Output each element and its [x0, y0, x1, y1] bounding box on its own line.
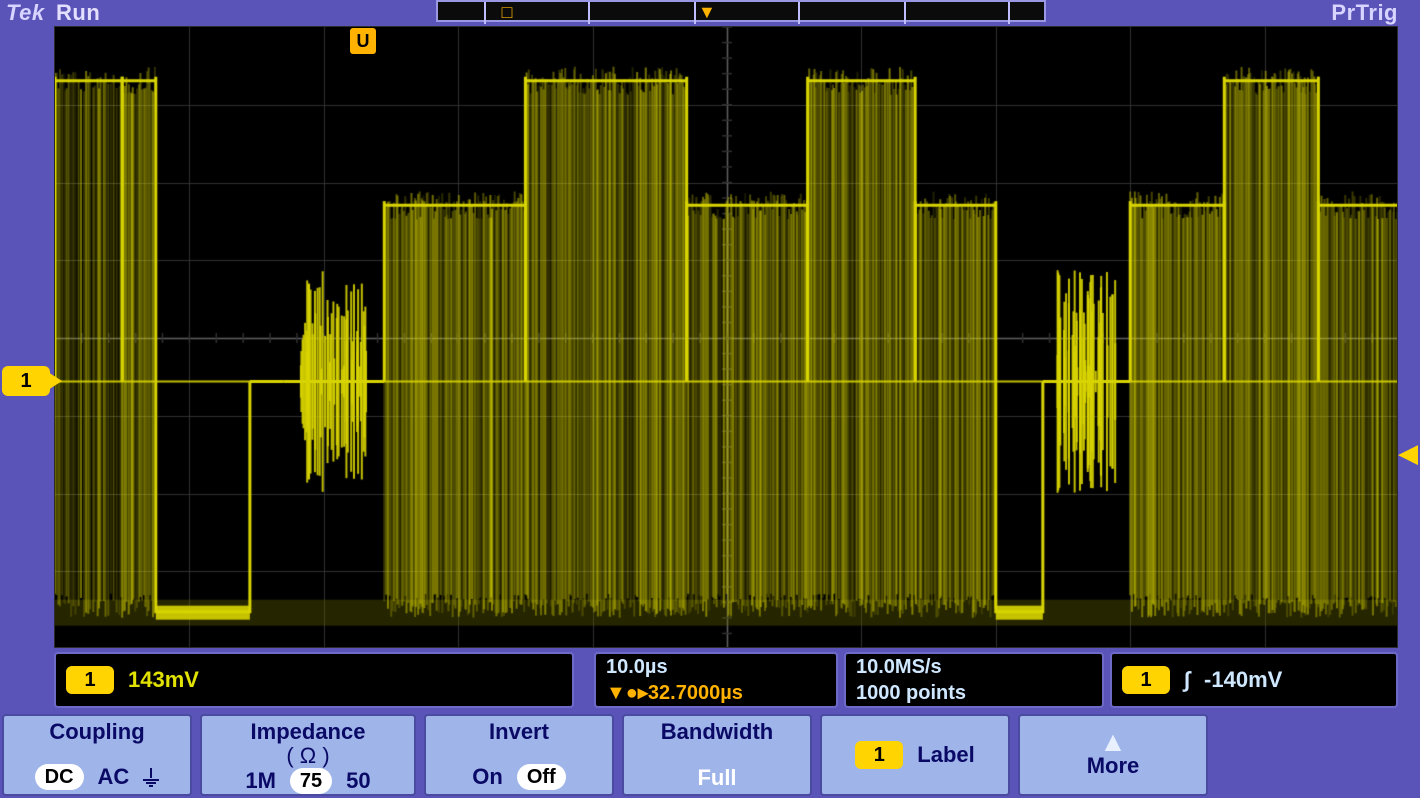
bandwidth-softkey[interactable]: Bandwidth Full — [622, 714, 812, 796]
more-softkey[interactable]: ▲ More — [1018, 714, 1208, 796]
option-on[interactable]: On — [472, 765, 503, 789]
trigger-readout: 1 ∫ -140mV — [1110, 652, 1398, 708]
acquisition-overview-bar[interactable]: □▼ — [436, 0, 1046, 22]
impedance-subtitle: ( Ω ) — [286, 743, 329, 768]
trigger-level-value: -140mV — [1204, 667, 1282, 693]
invert-softkey[interactable]: Invert On Off — [424, 714, 614, 796]
channel-scale-value: 143mV — [128, 667, 199, 693]
option-dc[interactable]: DC — [35, 764, 84, 790]
trigger-level-marker[interactable] — [1398, 445, 1418, 465]
trigger-state-label: PrTrig — [1331, 2, 1398, 24]
more-title: More — [1030, 754, 1196, 778]
graticule[interactable] — [54, 26, 1398, 648]
channel-badge: 1 — [66, 666, 114, 694]
status-bar: 1 143mV 10.0µs ▼●▸32.7000µs 10.0MS/s 100… — [54, 652, 1398, 708]
impedance-softkey[interactable]: Impedance ( Ω ) 1M 75 50 — [200, 714, 416, 796]
impedance-options: 1M 75 50 — [212, 768, 404, 794]
run-state-label: Run — [56, 2, 100, 24]
waveform-canvas — [55, 27, 1398, 648]
trigger-delay-value: ▼●▸32.7000µs — [606, 681, 743, 705]
ground-icon[interactable] — [143, 768, 159, 787]
label-channel-badge: 1 — [855, 741, 903, 769]
option-75[interactable]: 75 — [290, 768, 332, 794]
timebase-readout: 10.0µs ▼●▸32.7000µs — [594, 652, 838, 708]
oscilloscope-screen: Tek Run PrTrig □▼ 1 U 1 143mV 10.0µs ▼●▸… — [0, 0, 1420, 798]
acquisition-readout: 10.0MS/s 1000 points — [844, 652, 1104, 708]
label-title: Label — [917, 743, 974, 767]
label-softkey[interactable]: 1 Label — [820, 714, 1010, 796]
coupling-options: DC AC — [14, 764, 180, 790]
softkey-bar: Coupling DC AC Impedance ( Ω ) 1M 75 50 Inv… — [2, 714, 1418, 796]
chevron-up-icon: ▲ — [1030, 732, 1196, 752]
sample-rate-value: 10.0MS/s — [856, 655, 966, 679]
trigger-slope-icon: ∫ — [1184, 667, 1190, 693]
impedance-title: Impedance — [251, 719, 366, 744]
option-1m[interactable]: 1M — [245, 769, 276, 793]
channel-1-ground-marker[interactable]: 1 — [2, 366, 50, 396]
invert-options: On Off — [436, 764, 602, 790]
option-off[interactable]: Off — [517, 764, 566, 790]
option-ac[interactable]: AC — [98, 765, 130, 789]
coupling-softkey[interactable]: Coupling DC AC — [2, 714, 192, 796]
bandwidth-title: Bandwidth — [634, 720, 800, 744]
brand-label: Tek — [6, 2, 45, 24]
bandwidth-value: Full — [634, 766, 800, 790]
timebase-value: 10.0µs — [606, 655, 743, 679]
invert-title: Invert — [436, 720, 602, 744]
trigger-position-marker[interactable]: U — [350, 28, 376, 54]
record-length-value: 1000 points — [856, 681, 966, 705]
channel-readout: 1 143mV — [54, 652, 574, 708]
coupling-title: Coupling — [14, 720, 180, 744]
trigger-source-badge: 1 — [1122, 666, 1170, 694]
option-50[interactable]: 50 — [346, 769, 370, 793]
